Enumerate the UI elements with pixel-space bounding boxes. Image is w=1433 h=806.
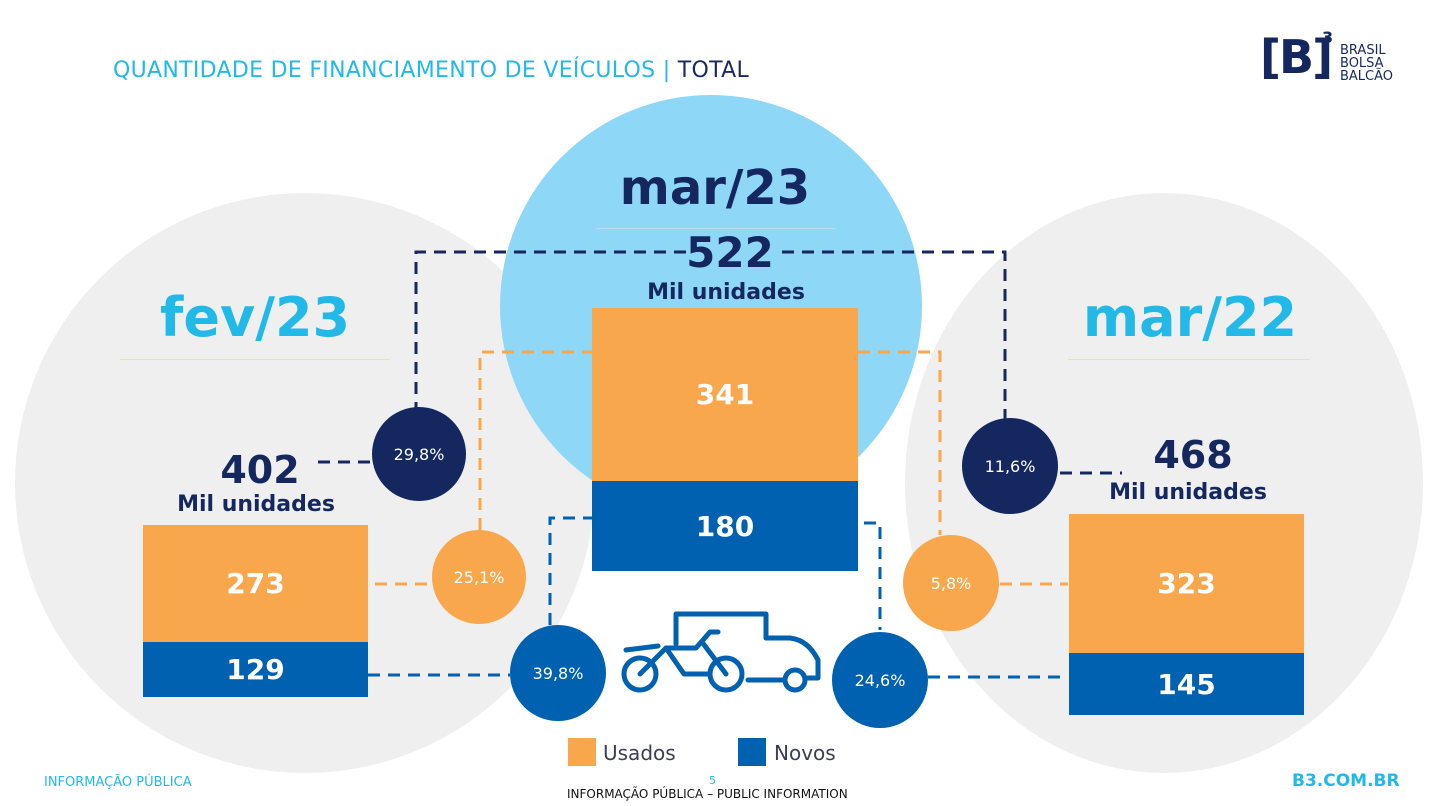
- footer-left: INFORMAÇÃO PÚBLICA: [44, 775, 192, 790]
- title-sub: TOTAL: [677, 58, 750, 83]
- footer-right[interactable]: B3.COM.BR: [1292, 771, 1400, 791]
- left-label-underline: [120, 359, 390, 360]
- right-novos-bar: 145: [1069, 653, 1304, 715]
- logo-line-1: BRASIL: [1340, 43, 1386, 58]
- logo-superscript: 3: [1322, 28, 1334, 47]
- b3-logo: [B] 3 BRASIL BOLSA BALCÃO: [1260, 28, 1410, 100]
- novos-variation-left: 39,8%: [510, 625, 606, 721]
- center-usados-bar: 341: [592, 308, 858, 481]
- page-number: 5: [709, 774, 716, 787]
- footer-center: INFORMAÇÃO PÚBLICA – PUBLIC INFORMATION: [567, 787, 848, 801]
- left-usados-bar: 273: [143, 525, 368, 642]
- right-total: 468: [1153, 433, 1233, 477]
- left-novos-bar: 129: [143, 642, 368, 697]
- left-period-label: fev/23: [159, 286, 351, 349]
- total-connector-right: [782, 250, 1122, 475]
- right-unit: Mil unidades: [1109, 480, 1267, 505]
- total-variation-left: 29,8%: [372, 407, 466, 501]
- legend-novos-swatch: [738, 738, 766, 766]
- legend-usados-swatch: [568, 738, 596, 766]
- center-unit: Mil unidades: [647, 280, 805, 305]
- title-separator: |: [662, 58, 671, 83]
- right-label-underline: [1068, 359, 1310, 360]
- left-total: 402: [220, 448, 300, 492]
- center-label-underline: [596, 228, 836, 229]
- usados-connector-left: [375, 350, 592, 586]
- legend-usados-label: Usados: [603, 741, 676, 765]
- usados-connector-right: [858, 350, 1068, 586]
- title-main: QUANTIDADE DE FINANCIAMENTO DE VEÍCULOS: [113, 58, 656, 83]
- total-variation-right: 11,6%: [962, 418, 1058, 514]
- total-connector-left: [318, 250, 692, 464]
- novos-connector-left: [368, 516, 592, 677]
- usados-variation-left: 25,1%: [432, 530, 526, 624]
- legend-novos-label: Novos: [774, 741, 836, 765]
- center-novos-bar: 180: [592, 481, 858, 571]
- right-period-label: mar/22: [1082, 286, 1298, 349]
- center-period-label: mar/23: [619, 160, 811, 216]
- logo-line-2: BOLSA: [1340, 56, 1384, 71]
- novos-connector-right: [864, 521, 1068, 679]
- usados-variation-right: 5,8%: [903, 535, 999, 631]
- right-usados-bar: 323: [1069, 514, 1304, 653]
- page-title: QUANTIDADE DE FINANCIAMENTO DE VEÍCULOS …: [113, 58, 749, 83]
- center-total: 522: [686, 228, 774, 277]
- left-unit: Mil unidades: [177, 492, 335, 517]
- logo-line-3: BALCÃO: [1340, 69, 1394, 84]
- logo-mark: [B]: [1260, 30, 1333, 84]
- logo-text: BRASIL BOLSA BALCÃO: [1340, 44, 1393, 83]
- novos-variation-right: 24,6%: [832, 632, 928, 728]
- vehicles-icon: [621, 611, 821, 693]
